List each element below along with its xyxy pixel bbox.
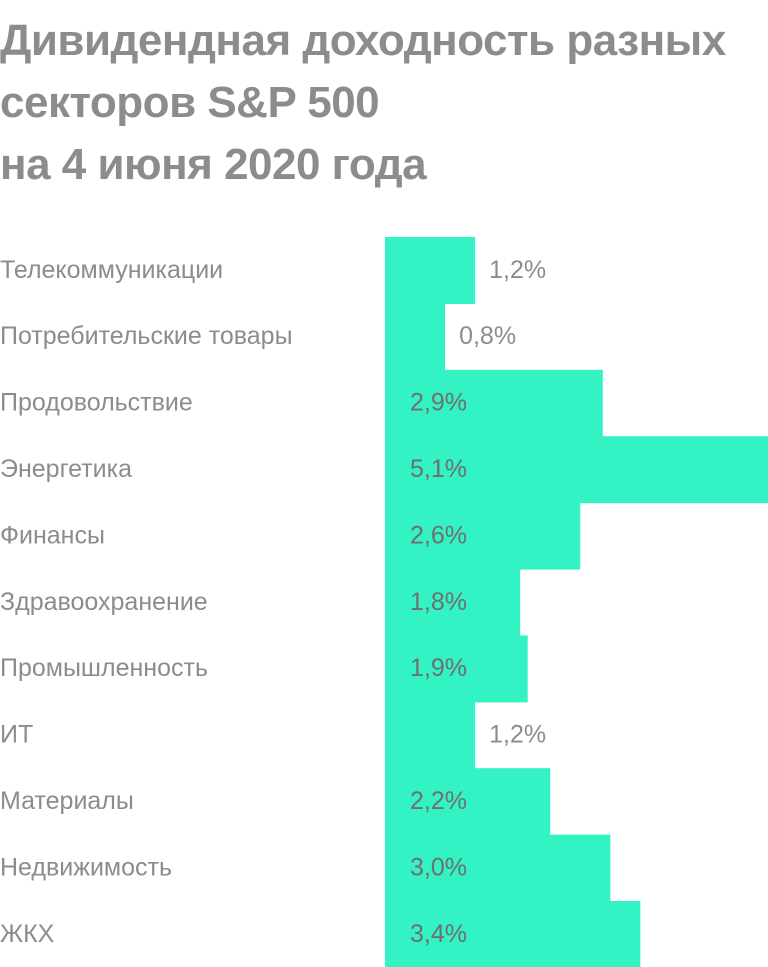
value-label: 2,2% (410, 787, 467, 815)
category-label: ИТ (0, 721, 33, 749)
category-label: Недвижимость (0, 853, 172, 881)
bar-chart: Телекоммуникации 1,2% Потребительские това… (0, 237, 768, 967)
value-label: 5,1% (410, 455, 467, 483)
chart-title: Дивидендная доходность разных секторов S… (0, 10, 768, 196)
category-label: Материалы (0, 787, 134, 815)
value-label: 3,4% (410, 920, 467, 948)
chart-title-line-2: секторов S&P 500 (0, 78, 380, 127)
category-label: Потребительские товары (0, 322, 293, 350)
category-label: ЖКХ (0, 920, 55, 948)
category-label: Продовольствие (0, 389, 193, 417)
category-label: Телекоммуникации (0, 256, 223, 284)
category-label: Промышленность (0, 654, 208, 682)
bar (385, 502, 581, 570)
bar (385, 569, 521, 636)
bar (385, 436, 768, 504)
category-label: Финансы (0, 521, 105, 549)
value-label: 1,9% (410, 654, 467, 682)
bar (385, 768, 551, 836)
bar (385, 834, 611, 902)
value-label: 3,0% (410, 853, 467, 881)
value-label: 1,2% (489, 256, 546, 284)
bar (385, 303, 446, 371)
bar (385, 237, 476, 304)
bar (385, 635, 528, 703)
value-label: 2,6% (410, 521, 467, 549)
value-label: 1,8% (410, 588, 467, 616)
value-label: 1,2% (489, 721, 546, 749)
value-label: 0,8% (459, 322, 516, 350)
chart-title-line-3: на 4 июня 2020 года (0, 140, 427, 189)
category-label: Энергетика (0, 455, 132, 483)
bar (385, 701, 476, 769)
bar (385, 901, 641, 967)
chart-title-line-1: Дивидендная доходность разных (0, 16, 726, 65)
value-label: 2,9% (410, 389, 467, 417)
category-label: Здравоохранение (0, 588, 208, 616)
bar (385, 369, 603, 437)
